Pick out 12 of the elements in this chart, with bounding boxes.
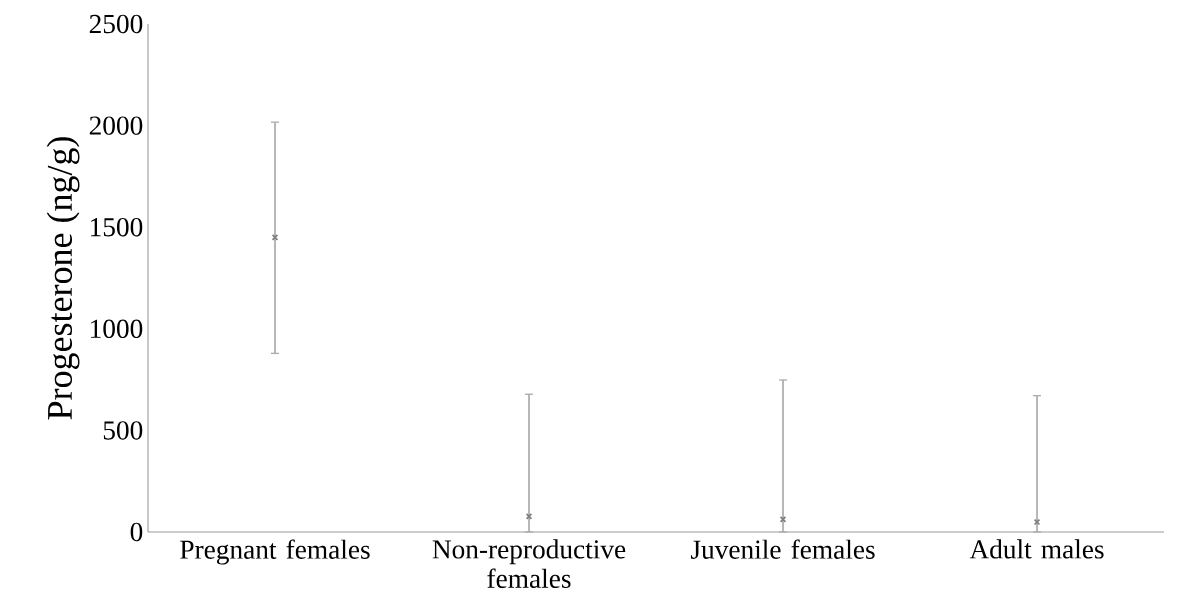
x-tick-label: Juvenile females (690, 539, 875, 559)
y-tick-label: 500 (103, 421, 143, 440)
point (1033, 518, 1041, 526)
x-tick-label: Adult males (969, 539, 1104, 559)
y-tick-label: 1000 (91, 319, 143, 339)
y-tick-label: 0 (130, 522, 143, 542)
x-tick-label: Pregnant females (180, 539, 370, 565)
y-tick-label: 2500 (89, 14, 143, 34)
y-axis-title: Progesterone (ng/g) (46, 137, 80, 420)
y-tick-label: 1500 (91, 217, 143, 237)
x-tick-label: Non-reproductive females (432, 539, 626, 588)
y-tick-label: 2000 (89, 116, 143, 135)
